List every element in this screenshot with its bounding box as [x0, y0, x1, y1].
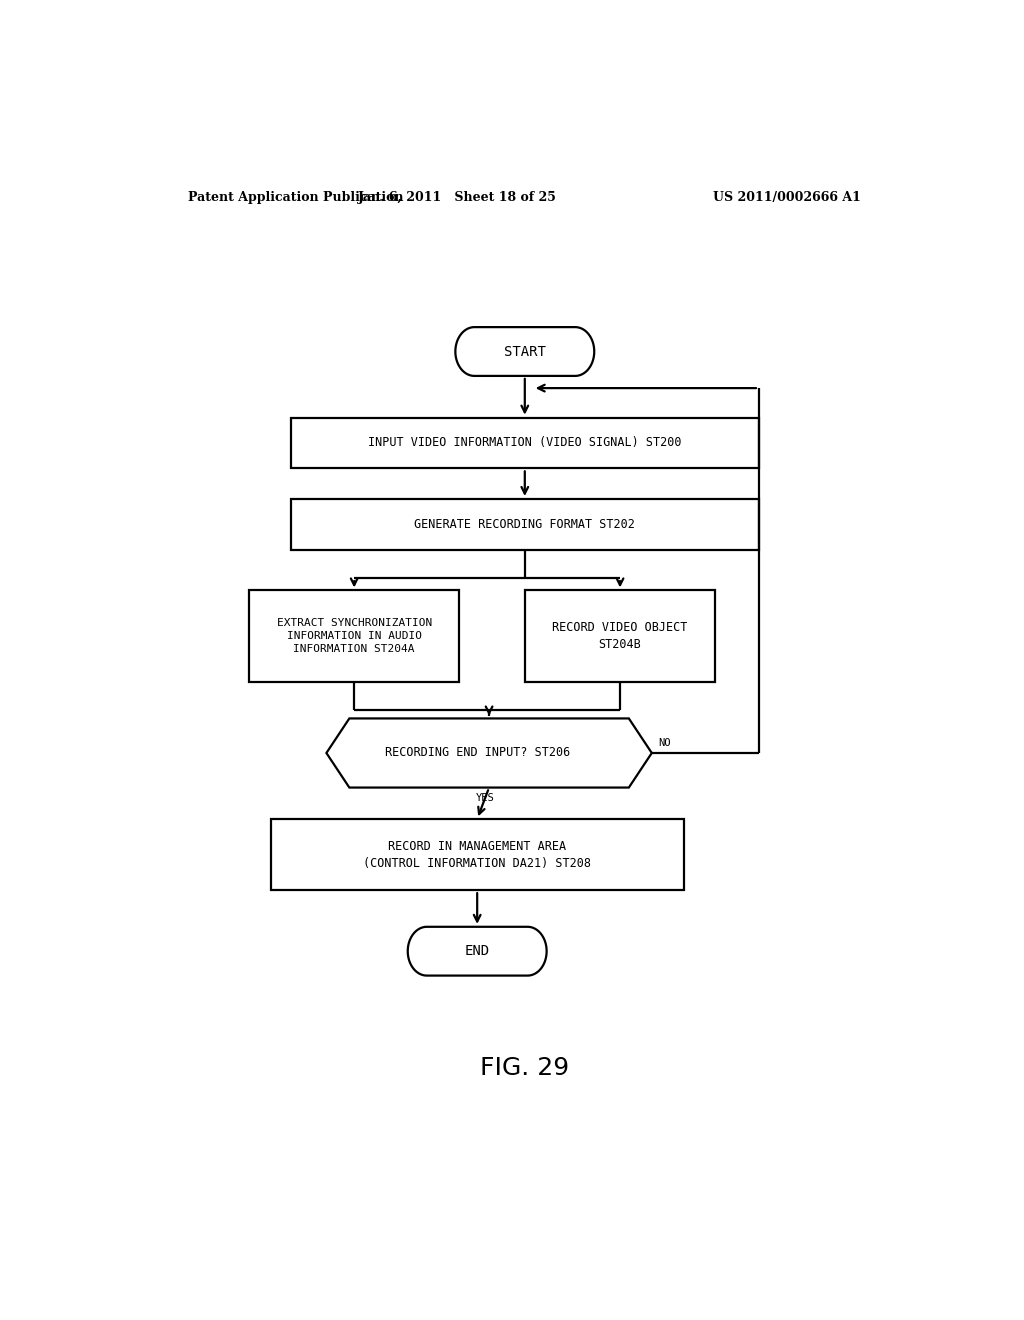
Text: GENERATE RECORDING FORMAT ST202: GENERATE RECORDING FORMAT ST202 [415, 517, 635, 531]
Text: YES: YES [476, 792, 495, 803]
Text: Jan. 6, 2011   Sheet 18 of 25: Jan. 6, 2011 Sheet 18 of 25 [358, 190, 557, 203]
Text: INPUT VIDEO INFORMATION (VIDEO SIGNAL) ST200: INPUT VIDEO INFORMATION (VIDEO SIGNAL) S… [368, 437, 682, 450]
Bar [270, 818, 684, 890]
Polygon shape [327, 718, 652, 788]
Text: US 2011/0002666 A1: US 2011/0002666 A1 [713, 190, 860, 203]
Text: Patent Application Publication: Patent Application Publication [187, 190, 403, 203]
Text: RECORDING END INPUT? ST206: RECORDING END INPUT? ST206 [385, 747, 569, 759]
Text: EXTRACT SYNCHRONIZATION
INFORMATION IN AUDIO
INFORMATION ST204A: EXTRACT SYNCHRONIZATION INFORMATION IN A… [276, 618, 432, 655]
Bar [291, 499, 759, 549]
Text: START: START [504, 345, 546, 359]
Bar [291, 417, 759, 469]
Text: NO: NO [658, 738, 671, 748]
Text: RECORD VIDEO OBJECT
ST204B: RECORD VIDEO OBJECT ST204B [552, 622, 688, 651]
Bar [249, 590, 460, 682]
Text: FIG. 29: FIG. 29 [480, 1056, 569, 1080]
Text: END: END [465, 944, 489, 958]
Text: RECORD IN MANAGEMENT AREA
(CONTROL INFORMATION DA21) ST208: RECORD IN MANAGEMENT AREA (CONTROL INFOR… [364, 840, 591, 870]
PathPatch shape [408, 927, 547, 975]
PathPatch shape [456, 327, 594, 376]
Bar [524, 590, 715, 682]
